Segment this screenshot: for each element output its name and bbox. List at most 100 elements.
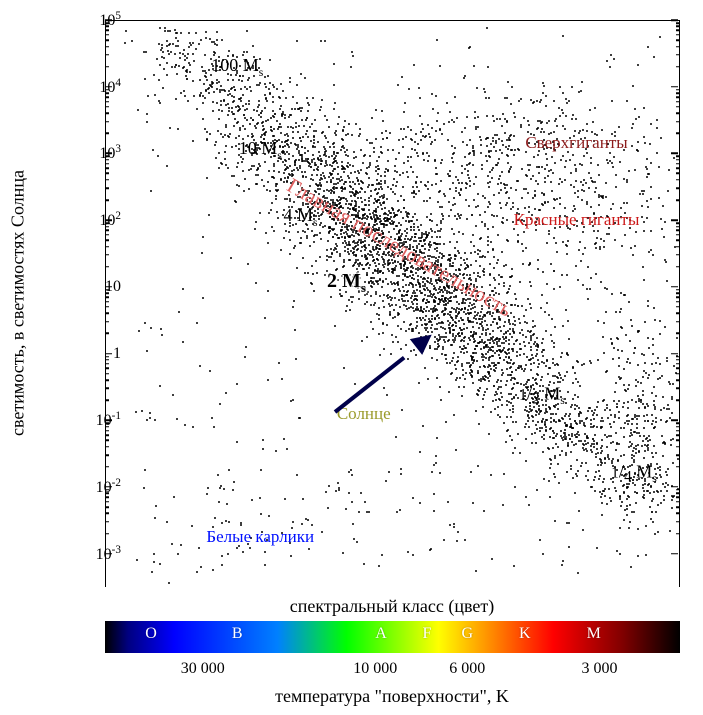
star-point	[420, 131, 422, 133]
star-point	[479, 366, 481, 368]
star-point	[615, 382, 617, 384]
star-point	[491, 338, 493, 340]
star-point	[541, 203, 543, 205]
star-point	[343, 171, 345, 173]
star-point	[224, 134, 226, 136]
star-point	[456, 361, 458, 363]
star-point	[518, 318, 520, 320]
star-point	[490, 324, 492, 326]
star-point	[341, 168, 343, 170]
star-point	[480, 139, 482, 141]
star-point	[368, 511, 370, 513]
star-point	[537, 374, 539, 376]
star-point	[322, 172, 324, 174]
star-point	[263, 185, 265, 187]
star-point	[410, 166, 412, 168]
star-point	[182, 288, 184, 290]
star-point	[316, 168, 318, 170]
star-point	[638, 450, 640, 452]
star-point	[428, 310, 430, 312]
star-point	[546, 158, 548, 160]
star-point	[467, 174, 469, 176]
star-point	[249, 547, 251, 549]
star-point	[620, 505, 622, 507]
star-point	[395, 336, 397, 338]
star-point	[499, 349, 501, 351]
star-point	[512, 350, 514, 352]
star-point	[591, 410, 593, 412]
star-point	[236, 383, 238, 385]
star-point	[342, 188, 344, 190]
star-point	[602, 481, 604, 483]
star-point	[518, 100, 520, 102]
star-point	[448, 339, 450, 341]
star-point	[534, 190, 536, 192]
star-point	[641, 190, 643, 192]
star-point	[147, 95, 149, 97]
star-point	[475, 570, 477, 572]
star-point	[299, 137, 301, 139]
star-point	[454, 364, 456, 366]
star-point	[455, 322, 457, 324]
star-point	[614, 239, 616, 241]
star-point	[412, 303, 414, 305]
star-point	[324, 151, 326, 153]
star-point	[225, 124, 227, 126]
star-point	[643, 107, 645, 109]
star-point	[663, 236, 665, 238]
star-point	[399, 174, 401, 176]
star-point	[601, 196, 603, 198]
star-point	[389, 132, 391, 134]
star-point	[510, 402, 512, 404]
star-point	[401, 409, 403, 411]
star-point	[657, 467, 659, 469]
star-point	[527, 298, 529, 300]
star-point	[448, 175, 450, 177]
star-point	[370, 321, 372, 323]
star-point	[445, 336, 447, 338]
star-point	[515, 189, 517, 191]
star-point	[487, 175, 489, 177]
star-point	[314, 119, 316, 121]
star-point	[521, 243, 523, 245]
star-point	[545, 365, 547, 367]
star-point	[221, 564, 223, 566]
star-point	[305, 119, 307, 121]
star-point	[543, 362, 545, 364]
star-point	[473, 199, 475, 201]
star-point	[659, 36, 661, 38]
star-point	[616, 337, 618, 339]
star-point	[369, 155, 371, 157]
star-point	[501, 396, 503, 398]
star-point	[264, 564, 266, 566]
star-point	[378, 307, 380, 309]
star-point	[357, 179, 359, 181]
star-point	[665, 421, 667, 423]
star-point	[482, 270, 484, 272]
star-point	[475, 126, 477, 128]
star-point	[342, 552, 344, 554]
star-point	[376, 179, 378, 181]
star-point	[435, 167, 437, 169]
star-point	[505, 204, 507, 206]
star-point	[514, 324, 516, 326]
star-point	[372, 248, 374, 250]
star-point	[610, 442, 612, 444]
star-point	[578, 440, 580, 442]
star-point	[646, 217, 648, 219]
star-point	[184, 424, 186, 426]
star-point	[663, 495, 665, 497]
star-point	[430, 548, 432, 550]
star-point	[479, 387, 481, 389]
star-point	[647, 173, 649, 175]
star-point	[496, 215, 498, 217]
star-point	[431, 236, 433, 238]
star-point	[581, 462, 583, 464]
star-point	[534, 341, 536, 343]
star-point	[662, 205, 664, 207]
star-point	[361, 201, 363, 203]
star-point	[637, 330, 639, 332]
star-point	[638, 432, 640, 434]
star-point	[650, 486, 652, 488]
star-point	[441, 353, 443, 355]
